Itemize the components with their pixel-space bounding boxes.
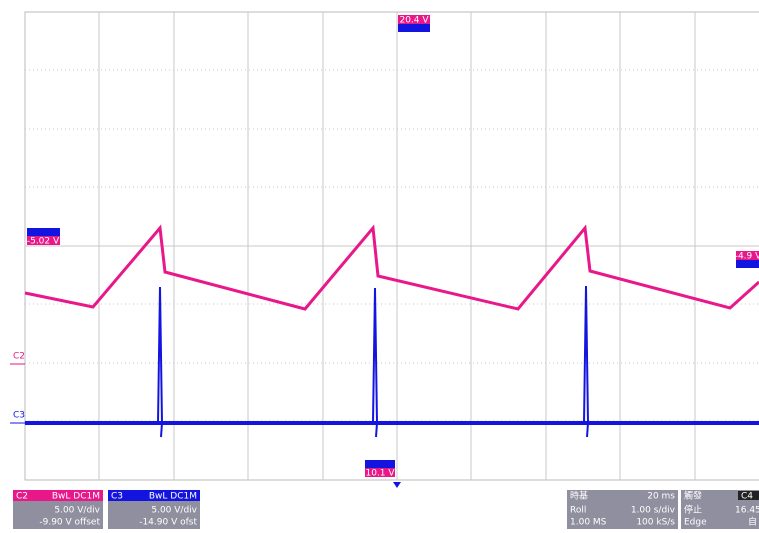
panel-scale: 5.00 V/div	[151, 506, 197, 516]
marker-bg	[398, 15, 430, 24]
panel-level: 16.45	[735, 506, 759, 516]
c2-trace	[24, 224, 759, 311]
left-marker: -5.02 V	[27, 237, 60, 247]
panel-type: Edge	[684, 518, 707, 528]
trigger-arrow	[393, 482, 401, 488]
panel-points: 1.00 MS	[570, 518, 607, 528]
bottom-marker: 10.1 V	[365, 469, 395, 479]
marker-bg	[398, 24, 430, 32]
marker-bg	[736, 260, 759, 268]
channel-label: C3	[13, 411, 25, 421]
marker-bg	[27, 236, 60, 245]
panel-name: C3	[111, 492, 123, 502]
panel-title: 時基	[570, 490, 588, 502]
panel-state: 停止	[684, 504, 702, 516]
panel-mode: 自	[748, 516, 757, 528]
c3-panel[interactable]: C3 BwL DC1M 5.00 V/div -14.90 V ofst	[108, 490, 200, 529]
marker-bg	[365, 460, 395, 468]
trigger-panel[interactable]: 觸發 C4 停止 16.45 Edge 自	[681, 490, 759, 530]
panel-rate: 100 kS/s	[636, 518, 675, 528]
panel-delay: 20 ms	[647, 492, 675, 502]
timebase-panel[interactable]: 時基 20 ms Roll 1.00 s/div 1.00 MS 100 kS/…	[567, 490, 678, 530]
panel-name: C2	[16, 492, 28, 502]
marker-bg	[365, 468, 395, 477]
panel-flags: BwL DC1M	[149, 492, 197, 502]
grid	[25, 12, 759, 480]
marker-bg	[736, 251, 759, 260]
panel-offset: -9.90 V offset	[39, 518, 100, 528]
panel-mode: Roll	[570, 506, 586, 516]
c2-panel[interactable]: C2 BwL DC1M 5.00 V/div -9.90 V offset	[13, 490, 103, 529]
panel-source: C4	[741, 492, 753, 502]
panel-scale: 1.00 s/div	[631, 506, 676, 516]
c3-trace	[25, 285, 759, 438]
top-marker: 20.4 V	[399, 16, 429, 26]
channel-label: C2	[13, 352, 25, 362]
marker-bg	[27, 228, 60, 236]
panel-scale: 5.00 V/div	[54, 506, 100, 516]
right-marker: -4.9 V	[735, 252, 759, 262]
panel-title: 觸發	[684, 490, 702, 502]
panel-flags: BwL DC1M	[52, 492, 100, 502]
panel-offset: -14.90 V ofst	[139, 518, 197, 528]
